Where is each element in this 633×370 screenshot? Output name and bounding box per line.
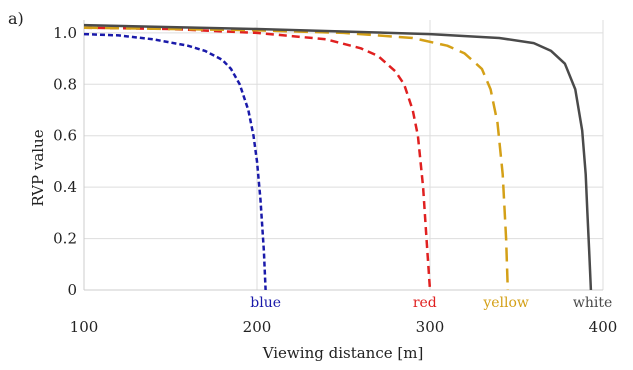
series-label-red: red [413,295,437,311]
series-lines [83,23,593,291]
x-axis-label: Viewing distance [m] [262,344,424,362]
series-line-blue [83,32,267,291]
y-axis-ticks: 0 0.2 0.4 0.6 0.8 1.0 [53,24,77,299]
series-label-white: white [573,295,612,311]
y-tick-label: 0.8 [53,75,77,93]
x-tick-label: 100 [70,318,99,336]
series-label-blue: blue [250,295,281,311]
y-axis-label: RVP value [29,129,47,206]
x-tick-label: 200 [243,318,272,336]
x-axis-ticks: 100 200 300 400 [70,318,618,336]
y-tick-label: 0.4 [53,178,77,196]
y-tick-label: 0.6 [53,127,77,145]
x-tick-label: 400 [589,318,618,336]
x-tick-label: 300 [416,318,445,336]
plot-frame [83,20,603,291]
y-tick-label: 0 [67,281,77,299]
y-tick-label: 0.2 [53,230,77,248]
series-line-red [83,26,432,291]
gridlines [83,20,604,291]
series-label-yellow: yellow [482,295,529,311]
series-line-white [83,23,593,291]
series-labels: blue red yellow white [250,295,612,311]
panel-label: a) [8,9,24,28]
series-line-yellow [83,26,510,291]
y-tick-label: 1.0 [53,24,77,42]
